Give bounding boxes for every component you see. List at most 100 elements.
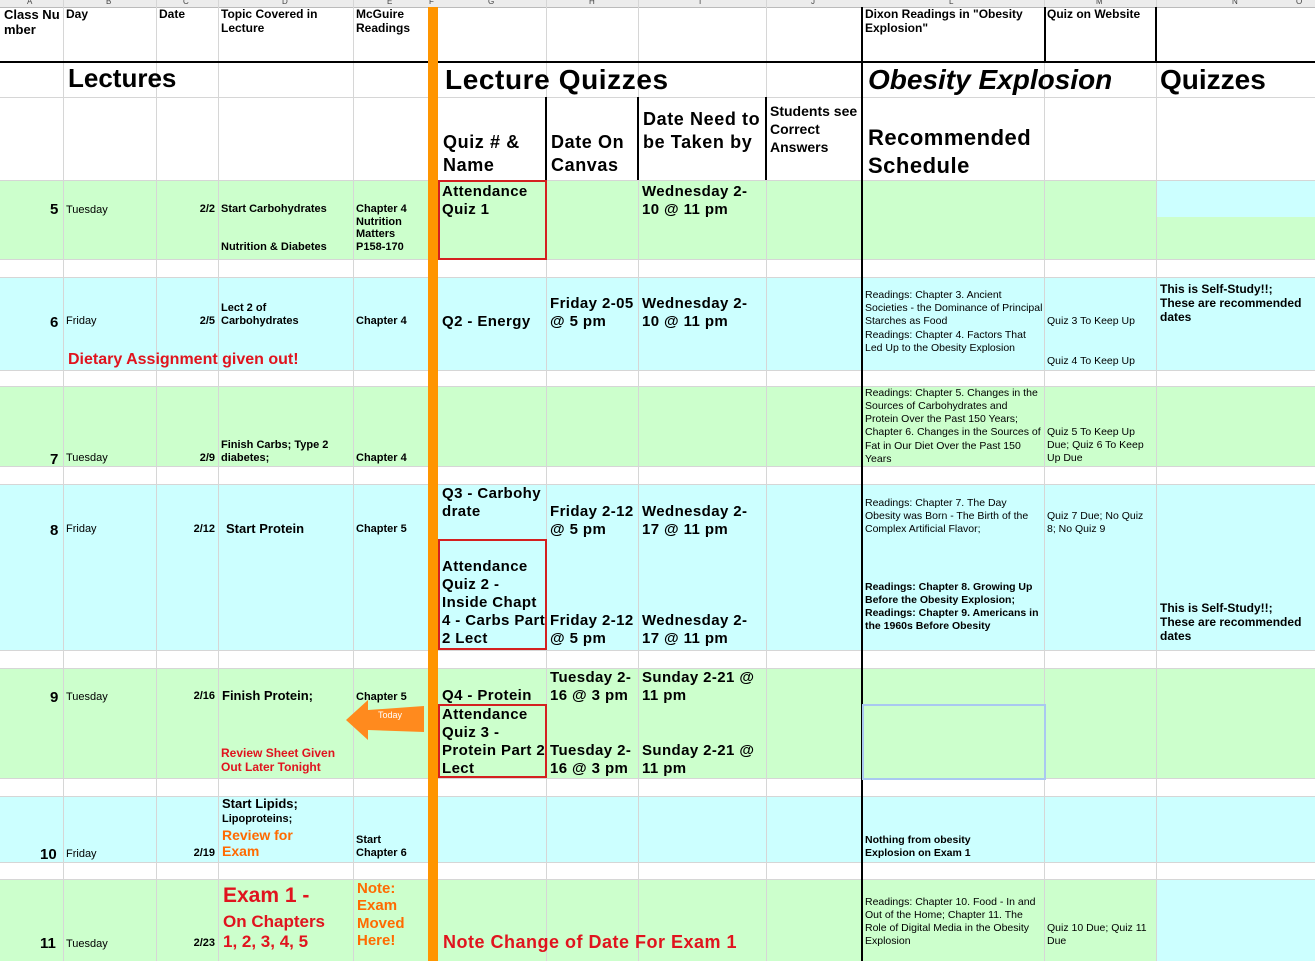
cell-text: H [589, 0, 595, 6]
cell-text: Wednesday 2-10 @ 11 pm [642, 183, 748, 218]
cell-text: Start Protein [226, 521, 305, 536]
cell-text: Students see Correct Answers [770, 103, 858, 156]
grid-line [766, 0, 767, 961]
cell-text: Dixon Readings in "Obesity Explosion" [865, 7, 1023, 35]
cell-text: Class Number [4, 7, 60, 37]
cell-text: 2/2 [199, 203, 215, 215]
cell-text: 2/19 [193, 847, 215, 859]
grid-line [1044, 0, 1045, 961]
cell-text: Tuesday [66, 938, 108, 950]
cell-text: Recommended Schedule [868, 125, 1032, 178]
cell-text: Start Carbohydrates [221, 203, 327, 215]
cell-text: 9 [50, 689, 59, 706]
cell-text: Chapter 4 [356, 452, 407, 464]
cell-text: This is Self-Study!!; These are recommen… [1160, 601, 1302, 643]
cell-text: Lectures [68, 63, 177, 93]
cell-text: Lecture Quizzes [445, 64, 669, 95]
cell-text: Finish Protein; [222, 688, 313, 703]
cell-text: 5 [50, 201, 59, 218]
cell-text: Friday 2-12 @ 5 pm [550, 612, 634, 647]
grid-line [0, 277, 1315, 278]
cell-text: Day [66, 7, 89, 21]
cell-text: Nothing from obesity Explosion on Exam 1 [865, 834, 971, 860]
cell-text: Quiz on Website [1047, 7, 1141, 21]
border [765, 97, 767, 180]
cell-text: Quiz 5 To Keep Up Due; Quiz 6 To Keep Up… [1047, 426, 1144, 465]
cell-text: Wednesday 2-17 @ 11 pm [642, 503, 748, 538]
cell-text: E [387, 0, 393, 6]
grid-line [0, 386, 1315, 387]
cell-text: Note: Exam Moved Here! [357, 880, 405, 949]
cell-text: Friday [66, 523, 97, 535]
border [637, 97, 639, 180]
cell-text: Date Need to be Taken by [643, 109, 761, 152]
cell-bg [1156, 879, 1315, 961]
cell-text: Attendance Quiz 2 - Inside Chapt 4 - Car… [442, 558, 546, 647]
grid-line [0, 879, 1315, 880]
grid-line [638, 0, 639, 961]
border [545, 97, 547, 180]
column-header-bar [0, 0, 1315, 8]
cell-text: Friday 2-12 @ 5 pm [550, 503, 634, 538]
cell-text: 7 [50, 451, 59, 468]
cell-text: 2/5 [199, 315, 215, 327]
grid-line [156, 0, 157, 961]
cell-text: 10 [40, 846, 57, 863]
highlight-box [438, 704, 547, 778]
grid-line [0, 650, 1315, 651]
cell-text: I [699, 0, 702, 6]
cell-text: 8 [50, 522, 59, 539]
cell-text: Chapter 5 [356, 691, 407, 703]
cell-text: Friday [66, 315, 97, 327]
border [1155, 7, 1157, 61]
cell-text: Dietary Assignment given out! [68, 351, 299, 368]
cell-text: Q3 - Carbohydrate [442, 485, 541, 520]
cell-text: This is Self-Study!!; These are recommen… [1160, 282, 1302, 324]
cell-text: Nutrition & Diabetes [221, 241, 327, 253]
cell-text: Today [378, 710, 403, 720]
cell-text: Review for Exam [222, 827, 293, 860]
cell-text: Attendance Quiz 3 - Protein Part 2 Lect [442, 706, 546, 777]
grid-line [218, 0, 219, 961]
cell-text: Tuesday [66, 691, 108, 703]
row-bg [0, 180, 1315, 259]
border [861, 7, 863, 961]
cell-text: Start Chapter 6 [356, 834, 407, 859]
cell-text: G [488, 0, 495, 6]
grid-line [353, 0, 354, 961]
cell-text: Sunday 2-21 @ 11 pm [642, 742, 755, 777]
cell-text: D [282, 0, 288, 6]
cell-text: N [1232, 0, 1238, 6]
cell-text: Review Sheet Given Out Later Tonight [221, 746, 336, 774]
cell-text: 6 [50, 314, 59, 331]
row-bg [0, 796, 1315, 862]
selected-cell [862, 704, 1046, 780]
arrow-shape [346, 700, 424, 740]
cell-text: Quiz 3 To Keep Up [1047, 315, 1135, 327]
grid-line [0, 668, 1315, 669]
cell-text: Quizzes [1160, 64, 1266, 95]
cell-text: 2/23 [193, 937, 215, 949]
grid-line [0, 370, 1315, 371]
row-bg [0, 668, 1315, 778]
grid-line [0, 484, 1315, 485]
cell-text: Readings: Chapter 5. Changes in the Sour… [865, 387, 1041, 465]
cell-text: F [429, 0, 434, 6]
today-arrow [346, 700, 424, 740]
cell-text: 2/9 [199, 452, 215, 464]
cell-text: Quiz 10 Due; Quiz 11 Due [1047, 922, 1147, 948]
cell-text: Chapter 5 [356, 523, 407, 535]
cell-text: Tuesday 2-16 @ 3 pm [550, 742, 632, 777]
cell-text: A [27, 0, 33, 6]
cell-text: Start Lipids; [222, 796, 298, 811]
cell-text: Q2 - Energy [442, 313, 531, 330]
cell-text: Readings: Chapter 3. Ancient Societies -… [865, 289, 1043, 328]
cell-text: 11 [40, 935, 56, 952]
cell-text: Tuesday [66, 452, 108, 464]
grid-line [0, 796, 1315, 797]
cell-text: B [106, 0, 112, 6]
cell-text: Tuesday [66, 204, 108, 216]
cell-text: Date On Canvas [551, 132, 625, 175]
cell-text: Readings: Chapter 4. Factors That Led Up… [865, 329, 1026, 355]
